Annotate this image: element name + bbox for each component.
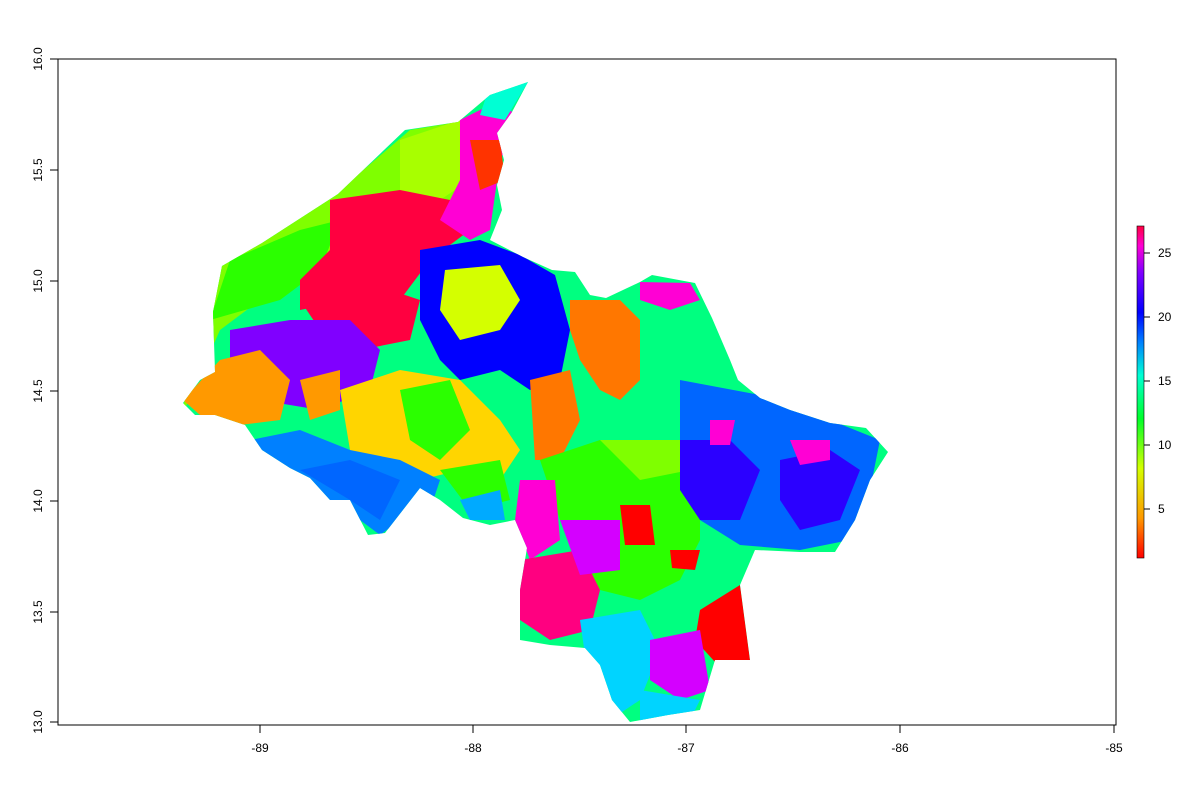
- x-tick--85: -85: [1105, 725, 1123, 755]
- y-tick-13.5: 13.5: [31, 600, 58, 624]
- legend-tick-5: 5: [1144, 502, 1165, 516]
- y-tick-label: 15.5: [31, 158, 45, 182]
- x-tick--87: -87: [677, 725, 695, 755]
- legend-tick-20: 20: [1144, 310, 1172, 324]
- color-legend: 5 10 15 20 25: [1136, 225, 1172, 559]
- y-tick-13.0: 13.0: [31, 710, 58, 734]
- legend-colorbar: [1136, 225, 1145, 559]
- y-tick-14.0: 14.0: [31, 489, 58, 513]
- y-tick-label: 14.5: [31, 379, 45, 403]
- legend-tick-label: 15: [1158, 374, 1172, 388]
- y-tick-label: 14.0: [31, 489, 45, 513]
- x-tick-label: -86: [891, 741, 909, 755]
- y-tick-label: 15.0: [31, 269, 45, 293]
- y-axis: 13.0 13.5 14.0 14.5 15.0 15.5 16.0: [31, 47, 59, 734]
- y-tick-15.5: 15.5: [31, 158, 58, 182]
- y-tick-label: 16.0: [31, 47, 45, 71]
- legend-tick-10: 10: [1144, 438, 1172, 452]
- y-tick-14.5: 14.5: [31, 379, 58, 403]
- legend-tick-label: 10: [1158, 438, 1172, 452]
- x-tick--88: -88: [464, 725, 482, 755]
- legend-tick-25: 25: [1144, 246, 1172, 260]
- raster-region: [183, 82, 888, 722]
- x-tick--86: -86: [891, 725, 909, 755]
- legend-tick-15: 15: [1144, 374, 1172, 388]
- x-tick--89: -89: [251, 725, 269, 755]
- x-tick-label: -89: [251, 741, 269, 755]
- y-tick-label: 13.0: [31, 710, 45, 734]
- legend-tick-label: 25: [1158, 246, 1172, 260]
- y-tick-15.0: 15.0: [31, 269, 58, 293]
- y-tick-16.0: 16.0: [31, 47, 58, 71]
- legend-tick-label: 20: [1158, 310, 1172, 324]
- x-axis: -89 -88 -87 -86 -85: [58, 724, 1123, 755]
- x-tick-label: -85: [1105, 741, 1123, 755]
- x-tick-label: -88: [464, 741, 482, 755]
- x-tick-label: -87: [677, 741, 695, 755]
- y-tick-label: 13.5: [31, 600, 45, 624]
- legend-tick-label: 5: [1158, 502, 1165, 516]
